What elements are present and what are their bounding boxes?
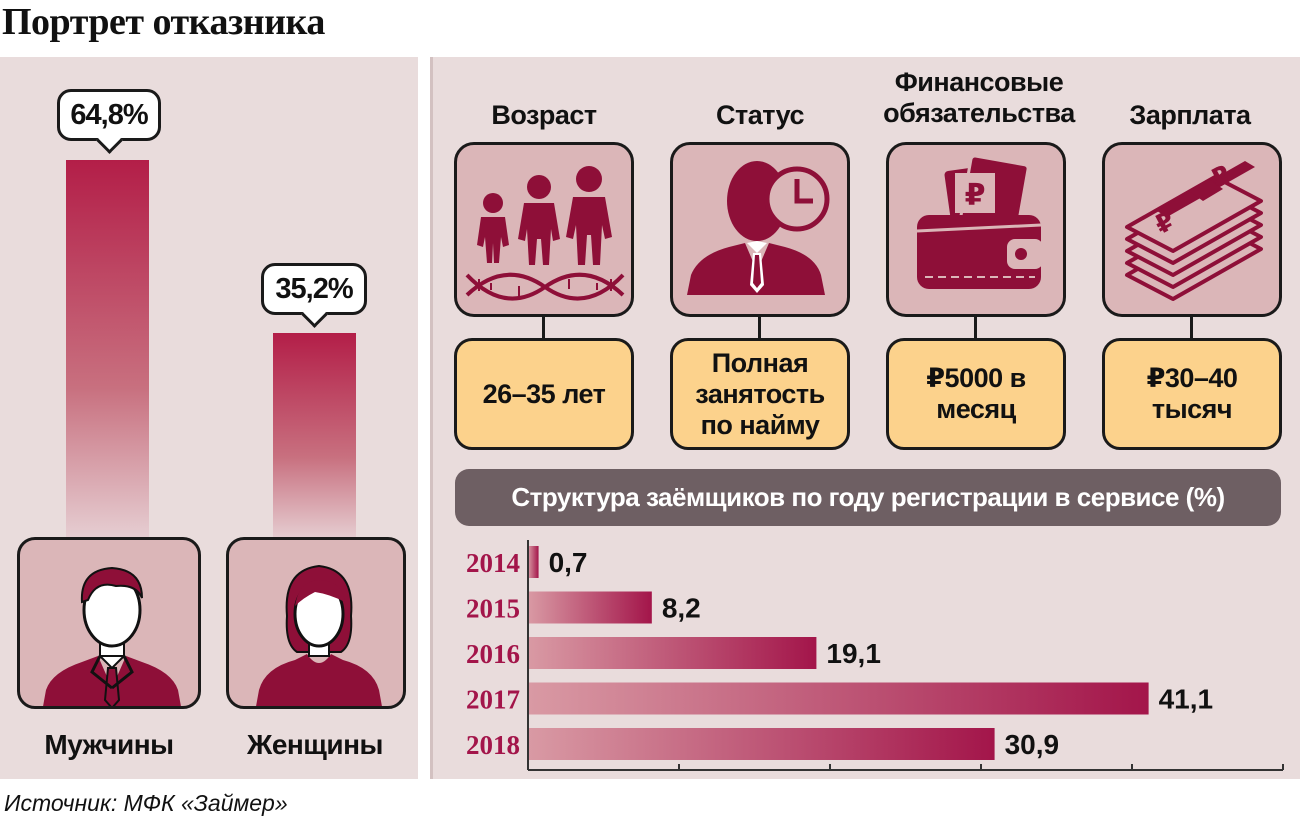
- year-label: 2015: [466, 594, 520, 624]
- category-title-status: Статус: [716, 100, 805, 130]
- woman-box: [226, 537, 406, 709]
- salary-icon-box: ₽ ₽: [1102, 142, 1282, 317]
- family-dna-icon: [465, 166, 625, 301]
- gender-label-men: Мужчины: [44, 729, 174, 760]
- gender-bar-women: [273, 333, 356, 540]
- year-value-label: 19,1: [826, 638, 881, 669]
- year-bar: [528, 546, 539, 578]
- obligations-icon-box: ₽: [886, 142, 1066, 317]
- employee-clock-icon: [687, 161, 830, 295]
- svg-text:₽: ₽: [965, 178, 986, 213]
- man-box: [17, 537, 201, 709]
- category-value-salary: ₽30–40 тысяч: [1102, 338, 1282, 450]
- connector-status: [758, 317, 761, 343]
- age-icon-box: [454, 142, 634, 317]
- category-title-salary: Зарплата: [1129, 100, 1251, 130]
- man-icon: [43, 566, 181, 706]
- year-bar: [528, 637, 817, 669]
- year-label: 2018: [466, 730, 520, 760]
- gender-bar-men: [66, 160, 149, 540]
- connector-obligations: [974, 317, 977, 343]
- category-value-status: Полная занятость по найму: [670, 338, 850, 450]
- year-label: 2016: [466, 639, 520, 669]
- year-label: 2017: [466, 685, 520, 715]
- connector-age: [542, 317, 545, 343]
- chart-title: Структура заёмщиков по году регистрации …: [455, 469, 1281, 526]
- category-title-obligations: Финансовые обязательства: [883, 67, 1075, 128]
- status-icon-box: [670, 142, 850, 317]
- gender-label-women: Женщины: [247, 729, 383, 760]
- year-value-label: 0,7: [549, 547, 588, 578]
- year-bar: [528, 682, 1149, 715]
- page-title: Портрет отказника: [2, 1, 325, 43]
- year-value-label: 30,9: [1005, 729, 1060, 760]
- year-label: 2014: [466, 548, 520, 578]
- connector-salary: [1190, 317, 1193, 343]
- value-bubble-men: 64,8%: [57, 89, 161, 141]
- wallet-icon: ₽: [916, 154, 1043, 289]
- value-bubble-women: 35,2%: [261, 263, 367, 315]
- money-stack-icon: ₽ ₽: [1125, 160, 1263, 301]
- year-bar: [528, 591, 652, 624]
- category-value-obligations: ₽5000 в месяц: [886, 338, 1066, 450]
- year-value-label: 41,1: [1159, 684, 1214, 715]
- category-title-age: Возраст: [491, 100, 597, 130]
- source-note: Источник: МФК «Займер»: [4, 790, 288, 816]
- year-bar: [528, 728, 995, 760]
- registration-year-chart: 2014 0,7 2015 8,2 2016 19,1 2017 41,1 2018 30,9: [466, 540, 1284, 771]
- year-value-label: 8,2: [662, 593, 701, 624]
- woman-icon: [256, 564, 382, 706]
- category-value-age: 26–35 лет: [454, 338, 634, 450]
